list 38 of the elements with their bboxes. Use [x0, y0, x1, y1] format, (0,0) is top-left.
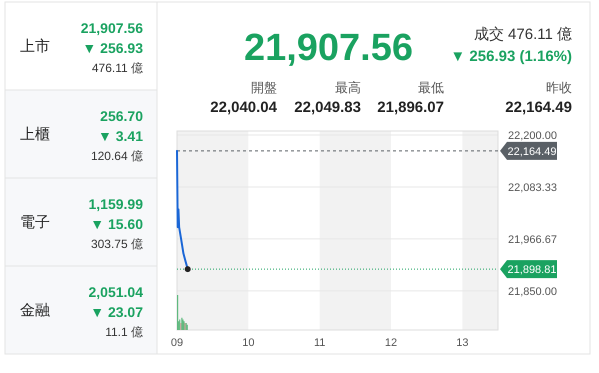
text: 上市 [20, 38, 50, 55]
y-tick-label: 22,200.00 [508, 130, 557, 142]
text: 昨收 [546, 80, 572, 95]
text: ▼ 15.60 [90, 216, 144, 232]
text: ▼ 256.93 [82, 40, 144, 56]
text: ▼ 3.41 [98, 128, 144, 144]
text: ▼ 256.93 (1.16%) [450, 48, 572, 65]
text: 303.75 億 [90, 237, 143, 251]
y-tick-label: 21,966.67 [508, 234, 557, 246]
ref-line-label: 21,898.81 [508, 264, 556, 276]
x-tick-label: 09 [170, 337, 184, 349]
text: 開盤 [251, 80, 277, 95]
text: 最高 [335, 80, 361, 95]
text: 21,896.07 [377, 99, 444, 116]
x-tick-label: 10 [242, 337, 254, 349]
text: 22,040.04 [210, 99, 278, 116]
ref-line-label: 22,164.49 [508, 146, 556, 158]
x-tick-label: 13 [456, 337, 468, 349]
text: 上櫃 [20, 126, 50, 143]
text: 22,164.49 [505, 99, 572, 116]
x-tick-label: 12 [384, 337, 398, 349]
text: 256.70 [100, 108, 144, 124]
text: ▼ 23.07 [90, 304, 144, 320]
y-tick-label: 21,850.00 [508, 286, 557, 298]
text: 22,049.83 [294, 99, 361, 116]
text: 11.1 億 [105, 325, 143, 339]
text: 2,051.04 [88, 284, 144, 300]
text: 120.64 億 [90, 149, 143, 163]
text: 21,907.56 [80, 20, 144, 36]
x-tick-label: 11 [314, 337, 326, 349]
text: 成交 476.11 億 [474, 26, 572, 43]
text: 最低 [418, 80, 444, 95]
text: 476.11 億 [92, 61, 143, 75]
text: 1,159.99 [88, 196, 144, 212]
y-tick-label: 22,083.33 [508, 182, 557, 194]
text: 金融 [20, 302, 50, 319]
text: 21,907.56 [244, 27, 413, 69]
text: 電子 [20, 214, 50, 231]
